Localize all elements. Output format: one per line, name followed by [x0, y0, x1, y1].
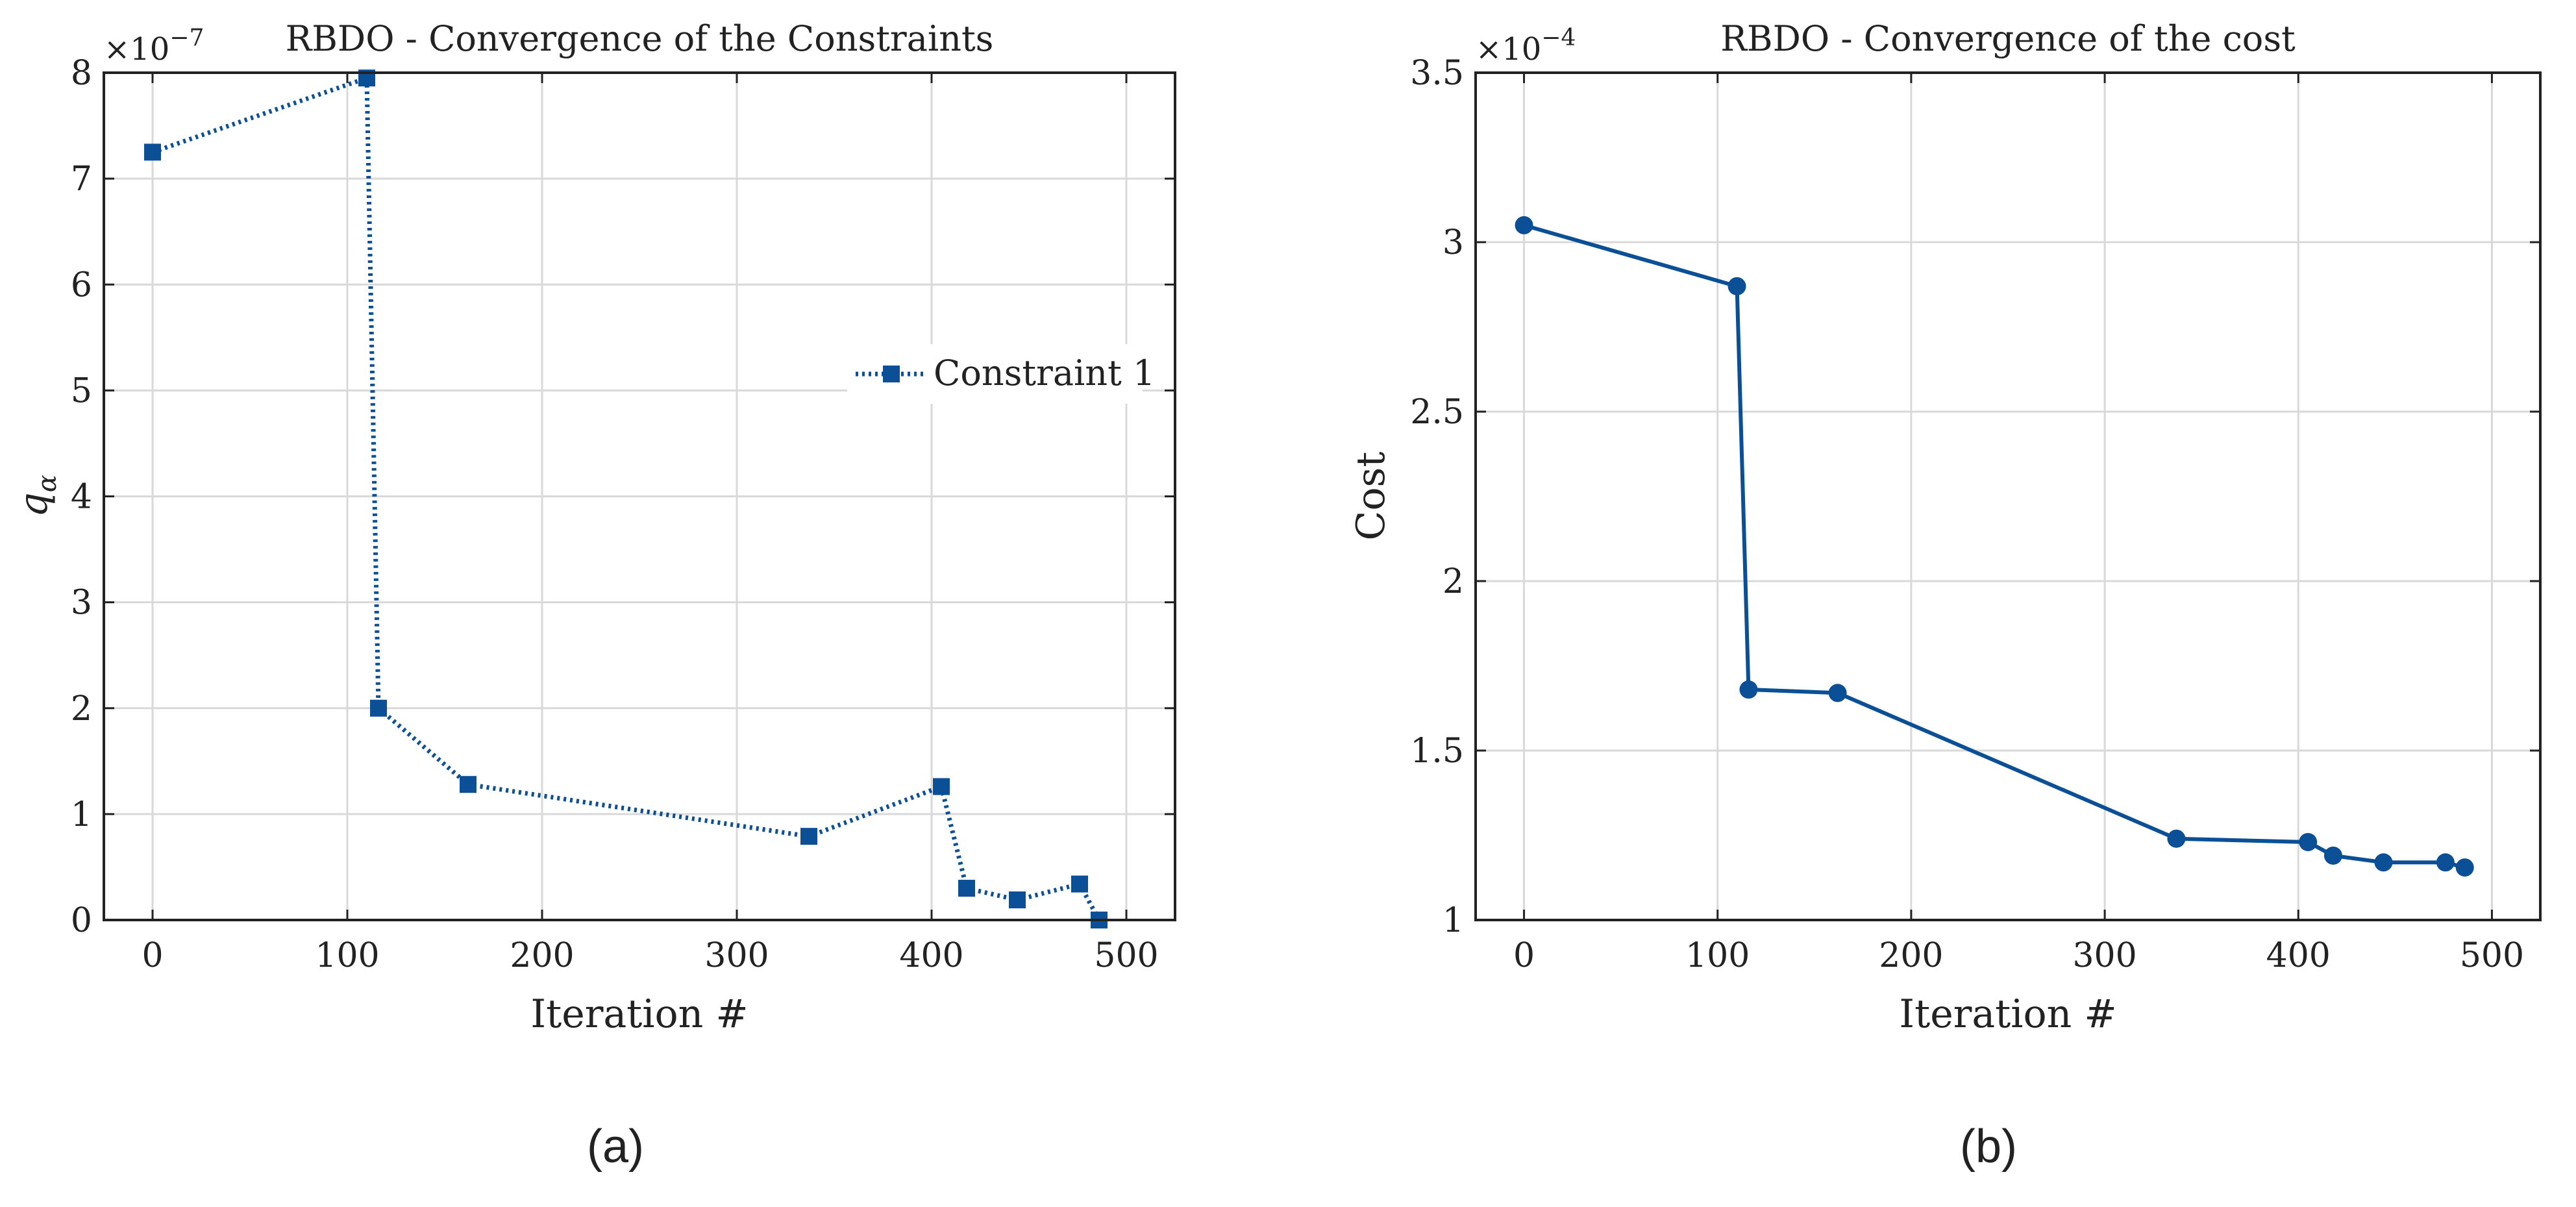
data-point: [958, 880, 975, 897]
y-tick-label: 7: [71, 160, 92, 199]
data-point: [144, 143, 161, 161]
x-tick-label: 400: [2266, 936, 2331, 975]
chart-cost: 0 100 200 300 400 500 1 1.5 2 2.5 3 3.5 RBDO - Conv…: [1348, 18, 2542, 1173]
data-point: [2167, 829, 2186, 848]
legend-marker: [883, 366, 900, 382]
x-tick-label: 400: [899, 936, 963, 975]
y-tick-label: 0: [71, 901, 92, 940]
y-tick-label: 4: [71, 478, 92, 517]
x-tick-label: 500: [2460, 936, 2524, 975]
data-point: [800, 828, 817, 845]
plot-frame: [1474, 71, 2542, 921]
axis-ticks: 0 100 200 300 400 500 0 1 2 3 4 5 6 7 8: [71, 54, 1175, 975]
legend-label: Constraint 1: [934, 353, 1155, 393]
y-tick-label: 1.5: [1410, 732, 1464, 771]
grid-lines: [1476, 71, 2540, 921]
data-point: [1739, 680, 1758, 699]
data-point: [2299, 832, 2318, 851]
caption-b: (b): [1960, 1121, 2017, 1173]
series-line: [1523, 223, 2466, 869]
y-scale-factor: ×10−4: [1476, 25, 1576, 68]
y-tick-label: 1: [1443, 901, 1464, 940]
x-tick-label: 500: [1094, 936, 1158, 975]
y-tick-label: 2.5: [1410, 393, 1464, 432]
x-tick-label: 300: [704, 936, 769, 975]
data-point: [460, 776, 477, 793]
data-point: [370, 699, 387, 717]
y-tick-label: 3.5: [1410, 54, 1464, 93]
y-tick-label: 2: [1443, 562, 1464, 601]
data-series: [144, 69, 1108, 928]
axis-ticks: 0 100 200 300 400 500 1 1.5 2 2.5 3 3.5: [1410, 54, 2540, 975]
x-tick-label: 200: [510, 936, 574, 975]
y-axis-label: qα: [11, 475, 62, 517]
plot-frame: [103, 71, 1176, 921]
data-point: [2455, 858, 2474, 877]
data-point: [2374, 853, 2393, 872]
x-axis-label: Iteration #: [1899, 991, 2116, 1037]
x-tick-label: 200: [1879, 936, 1943, 975]
x-axis-label: Iteration #: [530, 991, 748, 1037]
y-tick-label: 5: [71, 371, 92, 410]
y-axis-label: Cost: [1348, 452, 1394, 541]
data-point: [2436, 853, 2455, 872]
y-tick-label: 3: [1443, 223, 1464, 262]
legend: Constraint 1: [847, 344, 1155, 404]
y-tick-label: 8: [71, 54, 92, 93]
y-tick-label: 3: [71, 584, 92, 623]
data-point: [1009, 891, 1026, 909]
data-point: [933, 778, 950, 795]
caption-a: (a): [587, 1121, 644, 1173]
data-point: [2323, 846, 2342, 865]
grid-lines: [104, 71, 1175, 921]
chart-constraints: 0 100 200 300 400 500 0 1 2 3 4 5 6 7 8 RBDO - Converg…: [11, 18, 1176, 1173]
data-series: [1515, 216, 2474, 877]
x-tick-label: 0: [1513, 936, 1535, 975]
x-tick-label: 300: [2072, 936, 2136, 975]
data-point: [1515, 216, 1533, 234]
y-tick-label: 1: [71, 795, 92, 834]
data-point: [1828, 684, 1847, 703]
series-line: [151, 75, 1102, 921]
data-point: [1071, 875, 1088, 893]
x-tick-label: 100: [315, 936, 379, 975]
x-tick-label: 100: [1685, 936, 1750, 975]
y-scale-factor: ×10−7: [104, 25, 204, 68]
x-tick-label: 0: [142, 936, 163, 975]
chart-title: RBDO - Convergence of the Constraints: [286, 18, 994, 59]
y-tick-label: 2: [71, 690, 92, 728]
chart-title: RBDO - Convergence of the cost: [1720, 18, 2296, 59]
y-tick-label: 6: [71, 266, 92, 305]
data-point: [1728, 277, 1746, 295]
